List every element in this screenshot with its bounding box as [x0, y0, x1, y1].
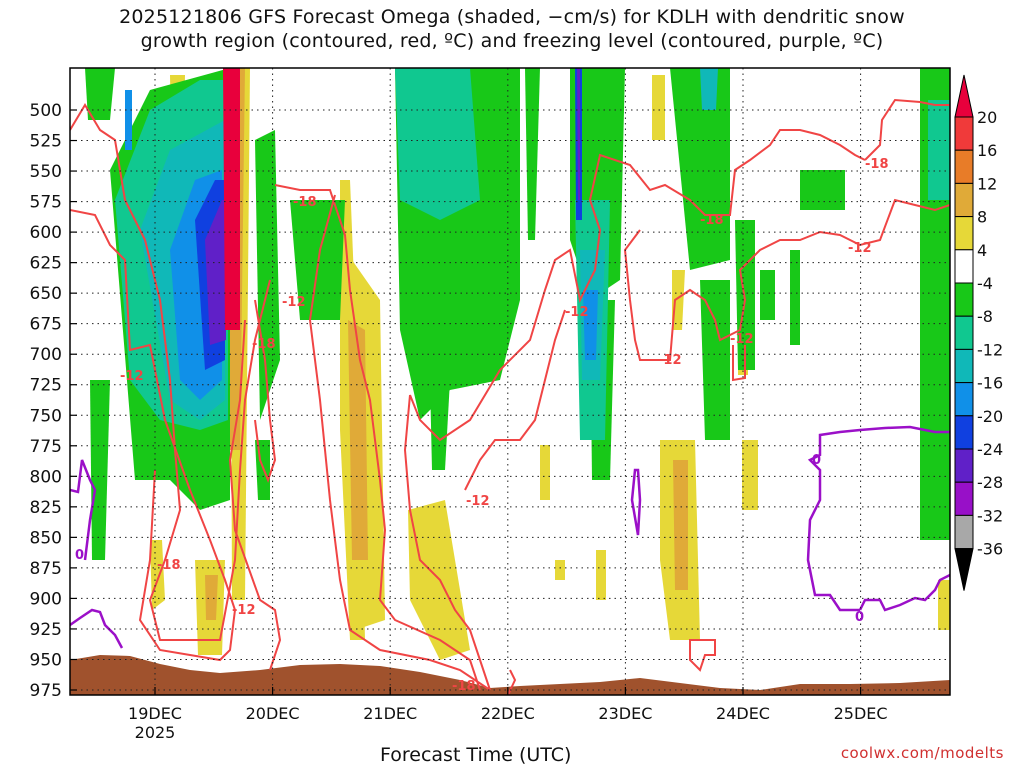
- contour-label: -18: [700, 213, 724, 228]
- colorbar-box: [954, 514, 974, 550]
- y-tick-label: 850: [30, 528, 62, 548]
- colorbar-box: [954, 348, 974, 384]
- x-tick-label: 23DEC: [598, 704, 652, 723]
- terrain: [70, 655, 950, 695]
- colorbar-box: [954, 182, 974, 218]
- colorbar-box: [954, 382, 974, 417]
- colorbar-label: 16: [977, 141, 997, 160]
- freezing-label: 0: [855, 610, 864, 625]
- colorbar-top-arrow: [954, 74, 974, 118]
- colorbar-label: -28: [977, 473, 1003, 492]
- colorbar-box: [954, 249, 974, 284]
- plot-frame: [69, 67, 951, 696]
- colorbar-label: -8: [977, 307, 993, 326]
- colorbar-bottom-arrow: [954, 548, 974, 591]
- contour-label: -18: [452, 679, 476, 694]
- colorbar-label: 20: [977, 108, 997, 127]
- y-tick-label: 600: [30, 223, 62, 243]
- contour-label: -12: [466, 494, 490, 509]
- colorbar: 20 16 12 8 4 -4 -8 -12 -16 -20 -24 -28 -32 -36: [954, 74, 1003, 591]
- x-tick-year: 2025: [135, 723, 176, 742]
- contour-label: -12: [120, 369, 144, 384]
- freezing-labels: 0 0 0: [75, 453, 864, 625]
- y-tick-label: 725: [30, 376, 62, 396]
- vertical-gridlines: [154, 68, 862, 695]
- colorbar-box: [954, 415, 974, 450]
- x-tick-label: 24DEC: [716, 704, 770, 723]
- y-tick-label: 775: [30, 437, 62, 457]
- omega-shading-core: [195, 68, 582, 370]
- y-tick-label: 675: [30, 315, 62, 335]
- colorbar-label: -16: [977, 374, 1003, 393]
- x-tick-label: 19DEC: [128, 704, 182, 723]
- contour-label: -12: [232, 603, 256, 618]
- x-axis-title: Forecast Time (UTC): [380, 744, 572, 766]
- colorbar-box: [954, 448, 974, 483]
- x-tick-label: 25DEC: [834, 704, 888, 723]
- y-tick-label: 625: [30, 254, 62, 274]
- colorbar-label: -24: [977, 440, 1003, 459]
- contour-label: -18: [252, 337, 276, 352]
- y-tick-label: 900: [30, 589, 62, 609]
- colorbar-box: [954, 149, 974, 184]
- horizontal-gridlines: [70, 109, 950, 691]
- chart-title-line2: growth region (contoured, red, ºC) and f…: [140, 30, 884, 52]
- y-tick-label: 800: [30, 467, 62, 487]
- contour-labels: -18 -12 -18 -12 -12 -12 -12 -18 -18 -12 …: [120, 157, 889, 694]
- colorbar-label: -4: [977, 274, 993, 293]
- dgz-contours: [70, 98, 950, 695]
- y-tick-label: 575: [30, 193, 62, 213]
- y-tick-label: 925: [30, 620, 62, 640]
- colorbar-label: 8: [977, 208, 987, 227]
- x-tick-label: 22DEC: [481, 704, 535, 723]
- y-tick-label: 825: [30, 498, 62, 518]
- contour-label: -18: [157, 558, 181, 573]
- contour-label: -12: [565, 305, 589, 320]
- colorbar-label: -36: [977, 540, 1003, 559]
- colorbar-label: -32: [977, 506, 1003, 525]
- colorbar-label: -12: [977, 340, 1003, 359]
- x-tick-label: 20DEC: [246, 704, 300, 723]
- y-tick-label: 875: [30, 559, 62, 579]
- colorbar-box: [954, 216, 974, 251]
- contour-label: -12: [282, 295, 306, 310]
- freezing-contours: [70, 425, 950, 649]
- contour-label: -12: [658, 353, 682, 368]
- x-axis: 19DEC 20DEC 21DEC 22DEC 23DEC 24DEC 25DEC 2025: [128, 687, 888, 742]
- contour-label: -12: [730, 332, 754, 347]
- colorbar-label: 4: [977, 241, 987, 260]
- y-tick-label: 550: [30, 162, 62, 182]
- y-tick-label: 500: [30, 101, 62, 121]
- credit-text: coolwx.com/modelts: [840, 744, 1004, 762]
- freezing-label: 0: [812, 453, 821, 468]
- colorbar-box: [954, 315, 974, 350]
- freezing-label: 0: [75, 548, 84, 563]
- y-tick-label: 650: [30, 284, 62, 304]
- colorbar-box: [954, 481, 974, 516]
- y-tick-label: 975: [30, 681, 62, 701]
- colorbar-label: -20: [977, 407, 1003, 426]
- contour-label: -18: [865, 157, 889, 172]
- y-tick-label: 700: [30, 345, 62, 365]
- colorbar-box: [954, 282, 974, 317]
- contour-label: -12: [848, 241, 872, 256]
- y-tick-label: 750: [30, 406, 62, 426]
- contour-label: -18: [293, 195, 317, 210]
- y-tick-label: 950: [30, 650, 62, 670]
- chart-title-line1: 2025121806 GFS Forecast Omega (shaded, −…: [119, 6, 905, 28]
- y-axis: 500 525 550 575 600 625 650 675 700 725 750 775 800 8…: [30, 101, 77, 701]
- colorbar-label: 12: [977, 174, 997, 193]
- colorbar-box: [954, 116, 974, 151]
- y-tick-label: 525: [30, 132, 62, 152]
- x-tick-label: 21DEC: [363, 704, 417, 723]
